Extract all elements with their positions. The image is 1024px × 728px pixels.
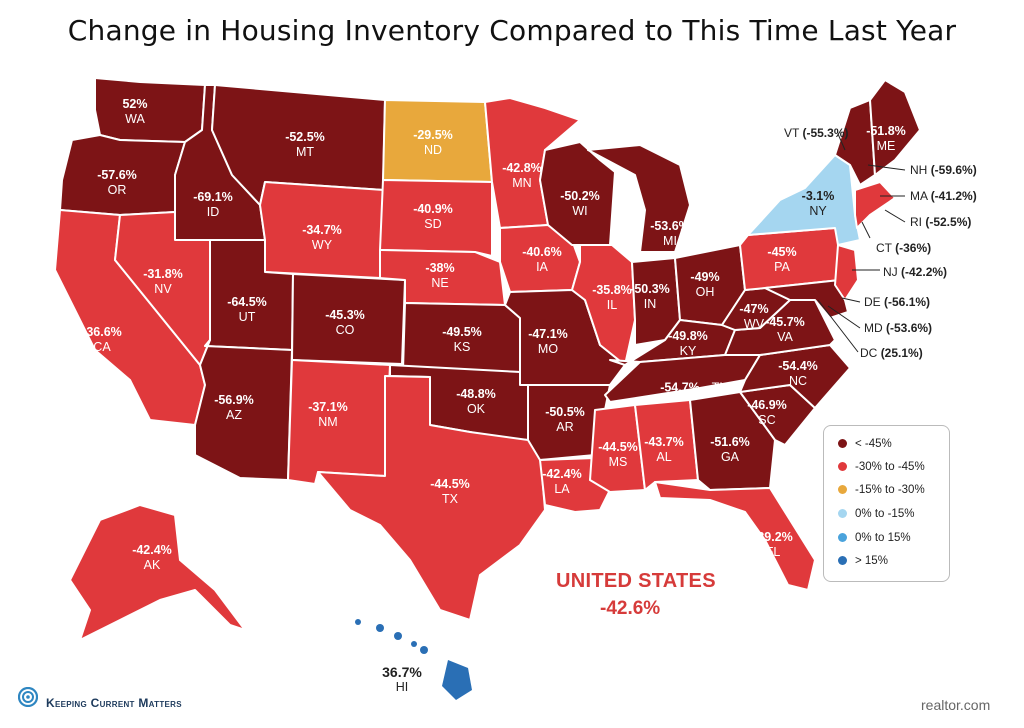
- state-IL[interactable]: [571, 244, 636, 366]
- label-KS: -49.5% KS: [442, 325, 482, 354]
- state-TX[interactable]: [317, 375, 546, 621]
- state-FL[interactable]: [654, 481, 816, 591]
- label-NM: -37.1% NM: [308, 400, 348, 429]
- label-ND: -29.5% ND: [413, 128, 453, 157]
- label-GA: -51.6% GA: [710, 435, 750, 464]
- state-AK[interactable]: [69, 504, 246, 641]
- label-AZ: -56.9% AZ: [214, 393, 254, 422]
- state-MS[interactable]: [589, 404, 646, 493]
- legend-item: -30% to -45%: [838, 461, 925, 473]
- legend-swatch: [838, 462, 847, 471]
- label-HI: 36.7% HI: [382, 664, 422, 695]
- label-MT: -52.5% MT: [285, 130, 325, 159]
- label-LA: -42.4% LA: [542, 467, 582, 496]
- source-credit: realtor.com: [921, 697, 991, 713]
- callout-DE: DE (-56.1%): [864, 295, 931, 309]
- label-KY: -49.8% KY: [668, 329, 708, 358]
- legend-item: > 15%: [838, 555, 888, 567]
- state-ME[interactable]: [869, 79, 921, 176]
- callout-MD: MD (-53.6%): [864, 321, 933, 335]
- brand-name: Keeping Current Matters: [46, 696, 182, 710]
- state-SD[interactable]: [379, 179, 493, 257]
- map-title: Change in Housing Inventory Compared to …: [67, 14, 957, 47]
- label-NV: -31.8% NV: [143, 267, 183, 296]
- label-MO: -47.1% MO: [528, 327, 568, 356]
- label-VA: -45.7% VA: [765, 315, 805, 344]
- legend-item: 0% to 15%: [838, 532, 911, 544]
- state-WI[interactable]: [539, 141, 616, 246]
- label-UT: -64.5% UT: [227, 295, 267, 324]
- label-WY: -34.7% WY: [302, 223, 342, 252]
- state-MI[interactable]: [587, 144, 691, 253]
- label-MN: -42.8% MN: [502, 161, 542, 190]
- label-FL: -39.2% FL: [753, 530, 793, 559]
- national-value: -42.6%: [600, 598, 661, 619]
- legend-item: -15% to -30%: [838, 484, 925, 496]
- label-MI: -53.6% MI: [650, 219, 690, 248]
- label-NY: -3.1% NY: [801, 189, 835, 218]
- callout-NH: NH (-59.6%): [910, 163, 977, 177]
- callout-lines: [817, 133, 906, 353]
- national-label: UNITED STATES: [556, 570, 716, 592]
- legend-item: 0% to -15%: [838, 508, 914, 520]
- label-ID: -69.1% ID: [193, 190, 233, 219]
- legend-swatch: [838, 556, 847, 565]
- keeping-current-matters-logo-icon: [18, 687, 38, 707]
- label-IL: -35.8% IL: [592, 283, 632, 312]
- label-PA: -45% PA: [767, 245, 797, 274]
- label-NE: -38% NE: [425, 261, 455, 290]
- label-WA: 52% WA: [122, 97, 148, 126]
- label-OK: -48.8% OK: [456, 387, 496, 416]
- label-CO: -45.3% CO: [325, 308, 365, 337]
- callout-MA: MA (-41.2%): [910, 189, 977, 203]
- label-SC: -46.9% SC: [747, 398, 787, 427]
- label-WV: -47% WV: [739, 302, 769, 331]
- label-TN-abbr: TN: [711, 380, 729, 395]
- legend-swatch: [838, 533, 847, 542]
- label-WI: -50.2% WI: [560, 189, 600, 218]
- label-TX: -44.5% TX: [430, 477, 470, 506]
- label-CA: -36.6% CA: [82, 325, 122, 354]
- label-MS: -44.5% MS: [598, 440, 638, 469]
- state-NY[interactable]: [747, 154, 861, 246]
- legend-swatch: [838, 509, 847, 518]
- label-OR: -57.6% OR: [97, 168, 137, 197]
- legend: < -45% -30% to -45% -15% to -30% 0% to -…: [823, 425, 950, 582]
- label-IN: -50.3% IN: [630, 282, 670, 311]
- label-AK: -42.4% AK: [132, 543, 172, 572]
- legend-swatch: [838, 485, 847, 494]
- callout-CT: CT (-36%): [876, 241, 932, 255]
- state-HI[interactable]: [355, 619, 472, 700]
- state-WA[interactable]: [94, 77, 206, 143]
- label-NC: -54.4% NC: [778, 359, 818, 388]
- label-ME: -51.8% ME: [866, 124, 906, 153]
- legend-item: < -45%: [838, 438, 892, 450]
- state-NJ[interactable]: [834, 244, 859, 301]
- state-AL[interactable]: [634, 399, 699, 491]
- label-AL: -43.7% AL: [644, 435, 684, 464]
- state-CO[interactable]: [291, 273, 406, 365]
- callout-VT: VT (-55.3%): [784, 126, 849, 140]
- label-SD: -40.9% SD: [413, 202, 453, 231]
- callout-RI: RI (-52.5%): [910, 215, 972, 229]
- callout-NJ: NJ (-42.2%): [883, 265, 948, 279]
- label-IA: -40.6% IA: [522, 245, 562, 274]
- label-AR: -50.5% AR: [545, 405, 585, 434]
- legend-swatch: [838, 439, 847, 448]
- label-OH: -49% OH: [690, 270, 720, 299]
- label-TN: -54.7%: [660, 380, 700, 395]
- state-MA-RI-CT[interactable]: [854, 181, 896, 229]
- callout-DC: DC (25.1%): [860, 346, 923, 360]
